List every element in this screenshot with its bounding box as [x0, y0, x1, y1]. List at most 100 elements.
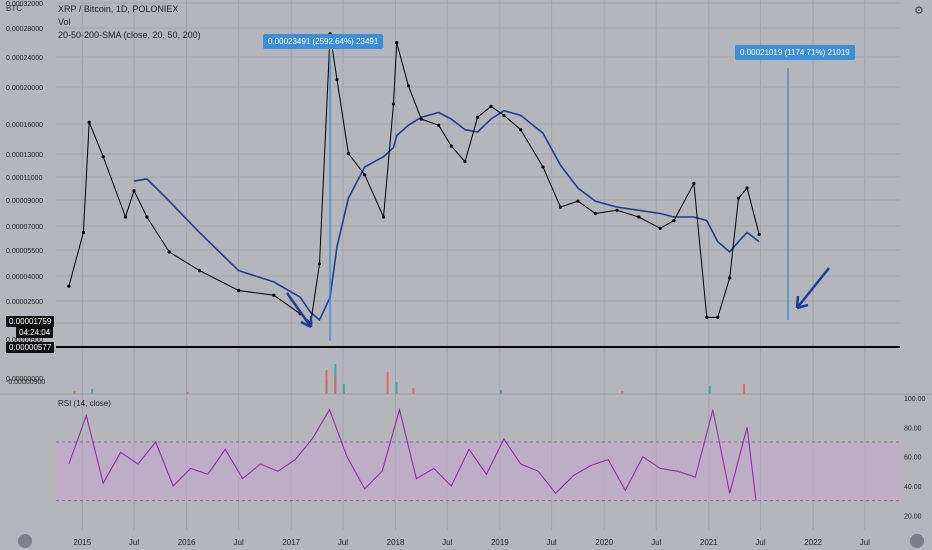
- price-point: [391, 102, 396, 106]
- x-tick-label: 2020: [595, 538, 613, 547]
- price-point: [395, 41, 399, 45]
- measure-callout-2021[interactable]: 0.00021019 (1174.71%) 21019: [735, 45, 855, 60]
- price-point: [363, 173, 367, 177]
- price-point: [672, 219, 676, 223]
- rsi-y-tick-label: 40.00: [904, 484, 922, 491]
- x-tick-label: 2022: [804, 538, 822, 547]
- price-point: [346, 151, 350, 156]
- right-corner-dot: [910, 534, 924, 548]
- volume-bar: [708, 386, 711, 394]
- y-tick-label: 0.00009000: [6, 198, 43, 205]
- measure-line-2021: [787, 68, 789, 320]
- price-point: [87, 120, 91, 124]
- rsi-y-tick-label: 80.00: [904, 425, 922, 432]
- y-tick-label: 0.00011000: [6, 175, 43, 182]
- y-tick-label: 0.00024000: [6, 55, 43, 62]
- price-point: [728, 276, 732, 280]
- countdown-tag: 04:24:04: [16, 327, 54, 338]
- y-tick-label: 0.00007000: [6, 224, 43, 231]
- price-point: [716, 315, 720, 319]
- price-point: [167, 250, 171, 254]
- price-point: [463, 160, 467, 164]
- price-point: [757, 232, 761, 236]
- measure-line-2017: [329, 56, 332, 341]
- x-tick-label: 2021: [700, 538, 718, 547]
- y-tick-label: 0.00005500: [6, 248, 43, 255]
- y-tick-label: 0.00032000: [6, 1, 43, 8]
- volume-bar: [412, 388, 415, 394]
- x-tick-label: Jul: [129, 538, 139, 547]
- price-point: [272, 293, 276, 297]
- price-point: [419, 117, 423, 121]
- volume-bar: [499, 390, 502, 394]
- price-point: [449, 144, 453, 148]
- price-point: [145, 215, 149, 219]
- price-point: [637, 215, 641, 219]
- x-tick-label: 2016: [178, 538, 196, 547]
- volume-bar: [386, 372, 389, 394]
- price-point: [489, 104, 493, 108]
- price-point: [558, 205, 563, 209]
- price-point: [81, 230, 85, 235]
- price-point: [541, 165, 545, 169]
- x-tick-label: 2015: [73, 538, 91, 547]
- price-point: [197, 269, 202, 273]
- x-tick-label: 2017: [282, 538, 300, 547]
- price-point: [335, 78, 339, 82]
- sma-legend[interactable]: 20-50-200-SMA (close, 20, 50, 200): [58, 30, 201, 40]
- symbol-title[interactable]: XRP / Bitcoin, 1D, POLONIEX: [58, 4, 179, 14]
- rsi-line: [68, 407, 757, 501]
- y-tick-label: 0.00000000: [6, 376, 43, 383]
- price-point: [476, 115, 480, 119]
- y-tick-label: 0.00028000: [6, 26, 43, 33]
- y-tick-label: 0.00002500: [6, 299, 43, 306]
- price-point: [237, 288, 241, 293]
- volume-bar: [395, 382, 398, 394]
- arrow-2021: [795, 267, 830, 310]
- volume-bar: [621, 391, 624, 394]
- price-point: [615, 208, 619, 212]
- volume-legend[interactable]: Vol: [58, 17, 71, 27]
- last-price-tag: 0.00001759: [6, 316, 55, 327]
- volume-bar: [73, 391, 76, 394]
- rsi-band: [56, 442, 900, 501]
- volume-bar: [186, 392, 189, 394]
- price-point: [317, 262, 322, 266]
- y-tick-label: -0.00000900: [6, 379, 45, 386]
- price-line: [68, 33, 760, 324]
- x-tick-label: Jul: [546, 538, 556, 547]
- price-point: [381, 215, 386, 219]
- volume-bar: [743, 384, 746, 394]
- measure-callout-2017[interactable]: 0.00023491 (2592.64%) 23491: [263, 34, 384, 49]
- y-tick-label: 0.00000900: [6, 337, 43, 344]
- price-point: [123, 215, 128, 219]
- x-tick-label: 2018: [387, 538, 405, 547]
- x-tick-label: Jul: [338, 538, 348, 547]
- price-point: [502, 113, 506, 117]
- gear-icon[interactable]: ⚙: [914, 5, 924, 17]
- support-price-tag: 0.00000577: [6, 342, 55, 353]
- arrow-2017: [285, 292, 313, 329]
- price-point: [692, 181, 696, 185]
- y-tick-label: 0.00016000: [6, 122, 43, 129]
- sma200-line: [133, 109, 760, 322]
- volume-bar: [334, 376, 337, 394]
- x-tick-label: 2019: [491, 538, 509, 547]
- x-tick-label: Jul: [860, 538, 870, 547]
- x-tick-label: Jul: [234, 538, 244, 547]
- left-corner-dot: [18, 534, 32, 548]
- price-point: [736, 196, 741, 200]
- x-tick-label: Jul: [442, 538, 452, 547]
- price-point: [658, 226, 662, 230]
- rsi-y-tick-label: 100.00: [904, 396, 926, 403]
- rsi-legend[interactable]: RSI (14, close): [58, 399, 111, 408]
- x-tick-label: Jul: [755, 538, 765, 547]
- volume-bar: [91, 389, 94, 394]
- price-point: [745, 186, 749, 190]
- price-point: [437, 123, 441, 127]
- x-tick-label: Jul: [651, 538, 661, 547]
- price-point: [576, 199, 580, 203]
- y-tick-label: 0.00004000: [6, 274, 43, 281]
